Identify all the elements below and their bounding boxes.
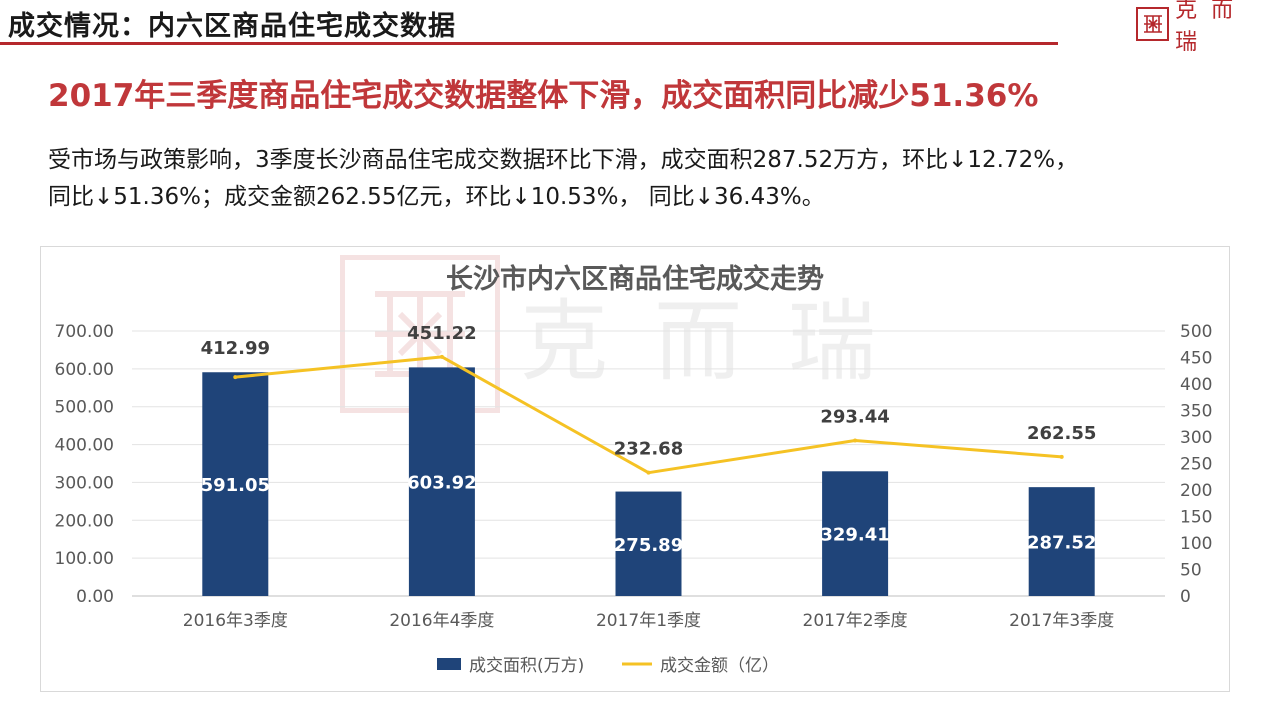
summary-line-2: 同比↓51.36%；成交金额262.55亿元，环比↓10.53%， 同比↓36.… [48, 184, 825, 210]
line-point-2 [439, 354, 444, 359]
line-point-4 [853, 438, 858, 443]
logo-text: 克而瑞 [1175, 0, 1248, 55]
bar-1 [202, 372, 269, 596]
chart-title: 长沙市内六区商品住宅成交走势 [446, 263, 824, 295]
y-left-tick-label: 500.00 [55, 398, 114, 418]
x-category-label: 2016年3季度 [183, 611, 288, 631]
line-point-1 [233, 375, 238, 380]
y-right-tick-label: 200 [1180, 481, 1212, 501]
y-right-tick-label: 150 [1180, 508, 1212, 528]
legend-bar-label: 成交面积(万方) [469, 656, 584, 676]
line-point-3 [646, 470, 651, 475]
line-data-label: 262.55 [1027, 423, 1096, 444]
y-left-tick-label: 400.00 [55, 436, 114, 456]
bar-data-label: 591.05 [201, 475, 270, 496]
bar-3 [615, 491, 682, 596]
y-left-tick-label: 200.00 [55, 511, 114, 531]
y-right-tick-label: 350 [1180, 402, 1212, 422]
line-point-5 [1059, 454, 1064, 459]
x-category-label: 2017年2季度 [803, 611, 908, 631]
summary-text: 受市场与政策影响，3季度长沙商品住宅成交数据环比下滑，成交面积287.52万方，… [48, 142, 1248, 216]
legend-line-label: 成交金额（亿） [660, 656, 779, 676]
logo-seal-icon [1136, 7, 1170, 41]
y-left-tick-label: 700.00 [55, 322, 114, 342]
x-category-label: 2017年1季度 [596, 611, 701, 631]
y-right-tick-label: 400 [1180, 375, 1212, 395]
bar-data-label: 603.92 [407, 473, 476, 494]
brand-logo: 克而瑞 [1136, 0, 1280, 55]
bar-2 [408, 367, 475, 596]
line-data-label: 293.44 [820, 406, 889, 427]
y-right-tick-label: 500 [1180, 322, 1212, 342]
y-right-tick-label: 0 [1180, 587, 1191, 607]
y-right-tick-label: 100 [1180, 534, 1212, 554]
line-data-label: 451.22 [407, 323, 476, 344]
page-title: 成交情况：内六区商品住宅成交数据 [8, 11, 456, 42]
y-right-tick-label: 250 [1180, 455, 1212, 475]
y-left-tick-label: 300.00 [55, 473, 114, 493]
watermark-text: 克而瑞 [520, 289, 923, 393]
y-right-tick-label: 300 [1180, 428, 1212, 448]
line-data-label: 412.99 [201, 338, 270, 359]
bar-data-label: 287.52 [1027, 533, 1096, 554]
summary-line-1: 受市场与政策影响，3季度长沙商品住宅成交数据环比下滑，成交面积287.52万方，… [48, 147, 1079, 173]
y-right-tick-label: 450 [1180, 349, 1212, 369]
bar-5 [1028, 487, 1095, 596]
line-data-label: 232.68 [614, 439, 683, 460]
y-left-tick-label: 0.00 [76, 587, 114, 607]
bar-data-label: 275.89 [614, 535, 683, 556]
transaction-trend-chart: 长沙市内六区商品住宅成交走势 0.00 100.00 200.00 300.00 400.… [55, 263, 1213, 676]
x-category-label: 2017年3季度 [1009, 611, 1114, 631]
y-left-tick-label: 600.00 [55, 360, 114, 380]
y-left-tick-label: 100.00 [55, 549, 114, 569]
bar-data-label: 329.41 [820, 525, 889, 546]
x-category-label: 2016年4季度 [389, 611, 494, 631]
y-right-tick-label: 50 [1180, 561, 1202, 581]
title-divider [0, 42, 1058, 45]
legend-bar-swatch [437, 658, 461, 670]
bar-4 [822, 471, 889, 596]
headline: 2017年三季度商品住宅成交数据整体下滑，成交面积同比减少51.36% [48, 78, 1039, 114]
